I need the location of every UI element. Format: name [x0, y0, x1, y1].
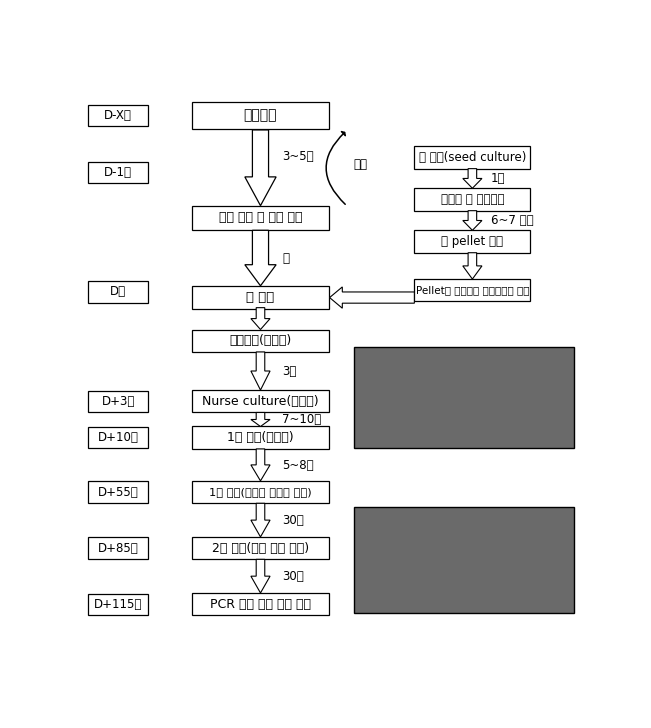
- Bar: [414, 146, 531, 169]
- Text: Pellet을 공동배양 액체배지로 희석: Pellet을 공동배양 액체배지로 희석: [415, 285, 529, 296]
- Text: D+55일: D+55일: [98, 486, 139, 499]
- FancyArrow shape: [251, 503, 270, 537]
- FancyArrow shape: [329, 287, 414, 308]
- Text: 공동배양(암배양): 공동배양(암배양): [229, 334, 292, 347]
- FancyArrow shape: [251, 413, 270, 427]
- Text: 3~5주: 3~5주: [282, 151, 314, 163]
- Bar: [193, 330, 329, 352]
- Bar: [89, 391, 148, 412]
- Text: 마디배양: 마디배양: [243, 108, 277, 122]
- Text: 마디: 마디: [354, 158, 368, 171]
- Text: 30일: 30일: [282, 570, 304, 582]
- Bar: [193, 390, 329, 413]
- Text: D-1일: D-1일: [104, 166, 132, 179]
- Bar: [193, 593, 329, 615]
- FancyArrow shape: [463, 253, 482, 279]
- Text: 30일: 30일: [282, 514, 304, 526]
- Text: 2차 선발(발근 유도 배지): 2차 선발(발근 유도 배지): [212, 542, 309, 555]
- Bar: [193, 206, 329, 230]
- Text: 1차 선발(암배양): 1차 선발(암배양): [227, 431, 294, 444]
- FancyArrow shape: [251, 352, 270, 390]
- Bar: [89, 593, 148, 615]
- Bar: [414, 230, 531, 253]
- Bar: [354, 347, 574, 448]
- FancyArrow shape: [463, 210, 482, 230]
- Text: 6~7 시간: 6~7 시간: [491, 214, 534, 227]
- Text: D+10일: D+10일: [98, 431, 139, 444]
- Text: 마디 또는 잎 절편 조제: 마디 또는 잎 절편 조제: [219, 211, 302, 224]
- FancyArrow shape: [251, 559, 270, 593]
- Text: 3일: 3일: [282, 365, 297, 378]
- Bar: [89, 162, 148, 183]
- Text: D+3일: D+3일: [102, 395, 135, 408]
- Text: 1차 선발(점진적 명배양 이동): 1차 선발(점진적 명배양 이동): [209, 487, 312, 497]
- Bar: [89, 105, 148, 126]
- Bar: [354, 507, 574, 613]
- Bar: [89, 481, 148, 503]
- Text: 5~8주: 5~8주: [282, 459, 314, 472]
- Bar: [193, 102, 329, 129]
- Bar: [414, 189, 531, 210]
- Text: 1일: 1일: [491, 173, 506, 185]
- FancyArrow shape: [463, 169, 482, 189]
- Text: D+85일: D+85일: [98, 542, 139, 555]
- FancyArrow shape: [251, 308, 270, 330]
- Bar: [193, 286, 329, 309]
- Text: D-X일: D-X일: [104, 109, 132, 122]
- Text: D+115일: D+115일: [94, 598, 143, 611]
- FancyArrow shape: [245, 230, 276, 286]
- Text: PCR 분석 또는 기외 순화: PCR 분석 또는 기외 순화: [210, 598, 311, 611]
- Text: 7~10일: 7~10일: [282, 413, 322, 426]
- Bar: [89, 427, 148, 448]
- Text: 균 접종: 균 접종: [246, 291, 275, 304]
- Text: 접종용 균 계대배양: 접종용 균 계대배양: [441, 193, 504, 206]
- FancyArrow shape: [245, 130, 276, 205]
- Bar: [89, 281, 148, 303]
- Text: D일: D일: [110, 285, 126, 298]
- Bar: [193, 427, 329, 449]
- FancyArrow shape: [251, 449, 270, 481]
- Text: 잎: 잎: [282, 252, 289, 265]
- Text: 균 배양(seed culture): 균 배양(seed culture): [419, 151, 526, 164]
- Bar: [193, 537, 329, 559]
- Bar: [89, 537, 148, 559]
- Text: 균 pellet 회수: 균 pellet 회수: [441, 235, 503, 248]
- Bar: [414, 279, 531, 301]
- Bar: [193, 481, 329, 503]
- Text: Nurse culture(암배양): Nurse culture(암배양): [202, 395, 319, 408]
